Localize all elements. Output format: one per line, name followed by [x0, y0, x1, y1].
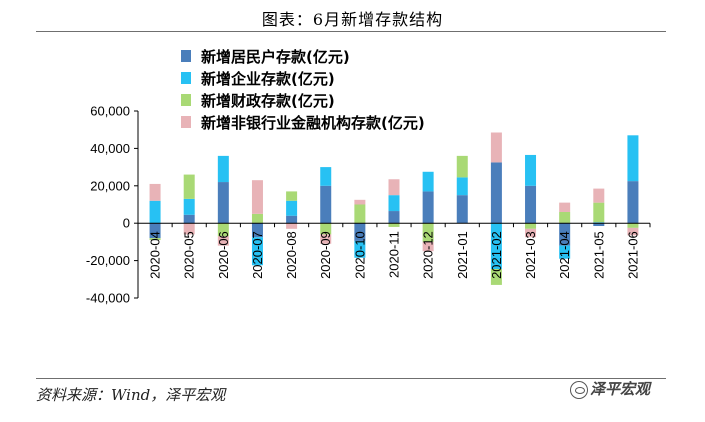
- y-tick-label: 20,000: [90, 178, 130, 193]
- y-tick-label: -40,000: [86, 291, 130, 306]
- bar-2020-12-s3: [422, 223, 434, 242]
- x-tick-label: 2020-08: [284, 231, 299, 279]
- bar-2020-05-s1: [183, 214, 195, 224]
- bar-2021-03-s1: [525, 185, 537, 224]
- bar-2020-09-s4: [320, 234, 332, 244]
- legend: 新增居民户存款(亿元) 新增企业存款(亿元) 新增财政存款(亿元) 新增非银行业金融机…: [181, 48, 425, 132]
- bar-2020-06-s2: [217, 155, 229, 183]
- bar-2021-02-s2: [490, 223, 502, 270]
- y-tick-label: -20,000: [86, 253, 130, 268]
- bar-2020-09-s3: [320, 223, 332, 235]
- bar-2020-12-s4: [422, 241, 434, 252]
- bar-2021-02-s4: [490, 132, 502, 163]
- legend-label-3: 新增财政存款(亿元): [201, 92, 335, 110]
- bar-2020-08-s3: [286, 191, 298, 201]
- bar-2021-03-s3: [525, 223, 537, 229]
- legend-swatch-1: [181, 50, 191, 62]
- x-tick-label: 2020-07: [250, 231, 265, 279]
- bar-2021-01-s3: [456, 155, 468, 178]
- x-tick-label: 2021-01: [455, 231, 470, 279]
- y-tick-label: 60,000: [90, 104, 130, 119]
- bar-2020-12-s2: [422, 171, 434, 192]
- x-tick-label: 2021-05: [591, 231, 606, 279]
- axes: -40,000 -20,000 0 20,000 40,000 60,000 2020-04…: [86, 104, 651, 306]
- bar-2021-04-s2: [559, 245, 571, 259]
- bar-2020-07-s1: [251, 223, 263, 238]
- x-tick-label: 2020-09: [318, 231, 333, 279]
- bar-2021-04-s3: [559, 211, 571, 224]
- bar-2021-02-s1: [490, 162, 502, 224]
- x-tick-label: 2021-06: [625, 231, 640, 279]
- x-tick-label: 2021-03: [523, 231, 538, 279]
- bar-2020-04-s3: [149, 238, 161, 241]
- bar-2021-05-s3: [593, 202, 605, 223]
- bar-2021-02-s3: [490, 269, 502, 285]
- bar-2020-05-s2: [183, 198, 195, 215]
- bar-2020-05-s4: [183, 223, 195, 235]
- bar-2020-07-s4: [251, 180, 263, 214]
- bar-2021-06-s3: [627, 223, 639, 228]
- x-tick-label: 2021-04: [557, 231, 572, 279]
- y-tick-label: 0: [123, 216, 130, 231]
- bar-2021-05-s1: [593, 223, 605, 227]
- chart-title: 图表：6月新增存款结构: [261, 10, 444, 29]
- legend-swatch-3: [181, 94, 191, 106]
- legend-label-2: 新增企业存款(亿元): [201, 70, 335, 88]
- source-rule: [36, 378, 666, 379]
- x-tick-label: 2020-10: [352, 231, 367, 279]
- bar-2020-07-s2: [251, 237, 263, 266]
- x-tick-label: 2020-05: [182, 231, 197, 279]
- bar-2020-06-s4: [217, 236, 229, 246]
- bar-2021-04-s1: [559, 223, 571, 246]
- bar-2020-12-s1: [422, 191, 434, 224]
- bar-2021-04-s4: [559, 202, 571, 212]
- bar-2020-05-s3: [183, 174, 195, 199]
- x-tick-label: 2021-02: [489, 231, 504, 279]
- wechat-icon: [570, 381, 588, 399]
- bar-2020-09-s1: [320, 185, 332, 224]
- bar-2020-06-s3: [217, 223, 229, 237]
- bar-2020-11-s1: [388, 211, 400, 224]
- title-rule: [36, 31, 666, 32]
- bar-2021-01-s1: [456, 195, 468, 224]
- x-tick-label: 2020-04: [148, 231, 163, 279]
- bar-2020-06-s1: [217, 182, 229, 224]
- legend-label-4: 新增非银行业金融机构存款(亿元): [201, 114, 425, 132]
- bar-2021-05-s4: [593, 188, 605, 203]
- legend-swatch-4: [181, 116, 191, 128]
- bar-2020-10-s2: [354, 240, 366, 258]
- bar-2021-06-s1: [627, 181, 639, 224]
- bar-2020-11-s3: [388, 223, 400, 227]
- bar-2021-03-s2: [525, 154, 537, 186]
- x-tick-label: 2020-06: [216, 231, 231, 279]
- y-tick-label: 40,000: [90, 141, 130, 156]
- bar-2020-10-s4: [354, 199, 366, 205]
- bar-2020-07-s3: [251, 213, 263, 224]
- bar-2021-06-s4: [627, 227, 639, 236]
- bar-2020-11-s2: [388, 195, 400, 212]
- bar-2020-04-s1: [149, 223, 161, 239]
- legend-label-1: 新增居民户存款(亿元): [201, 48, 350, 66]
- bar-2020-04-s2: [149, 200, 161, 224]
- bar-2020-04-s4: [149, 183, 161, 201]
- bar-2020-09-s2: [320, 167, 332, 186]
- bar-2021-03-s4: [525, 228, 537, 238]
- bar-2020-08-s1: [286, 215, 298, 224]
- x-tick-label: 2020-12: [421, 231, 436, 279]
- bar-2020-08-s2: [286, 200, 298, 216]
- bar-2020-10-s3: [354, 204, 366, 224]
- bar-2021-01-s2: [456, 177, 468, 196]
- bar-2020-08-s4: [286, 223, 298, 229]
- bar-2021-06-s2: [627, 135, 639, 182]
- legend-swatch-2: [181, 72, 191, 84]
- bars: [149, 132, 639, 285]
- watermark: 泽平宏观: [590, 380, 651, 398]
- source-note: 资料来源：Wind，泽平宏观: [36, 386, 226, 404]
- bar-2020-10-s1: [354, 223, 366, 241]
- x-tick-label: 2020-11: [387, 231, 402, 278]
- bar-2020-11-s4: [388, 179, 400, 196]
